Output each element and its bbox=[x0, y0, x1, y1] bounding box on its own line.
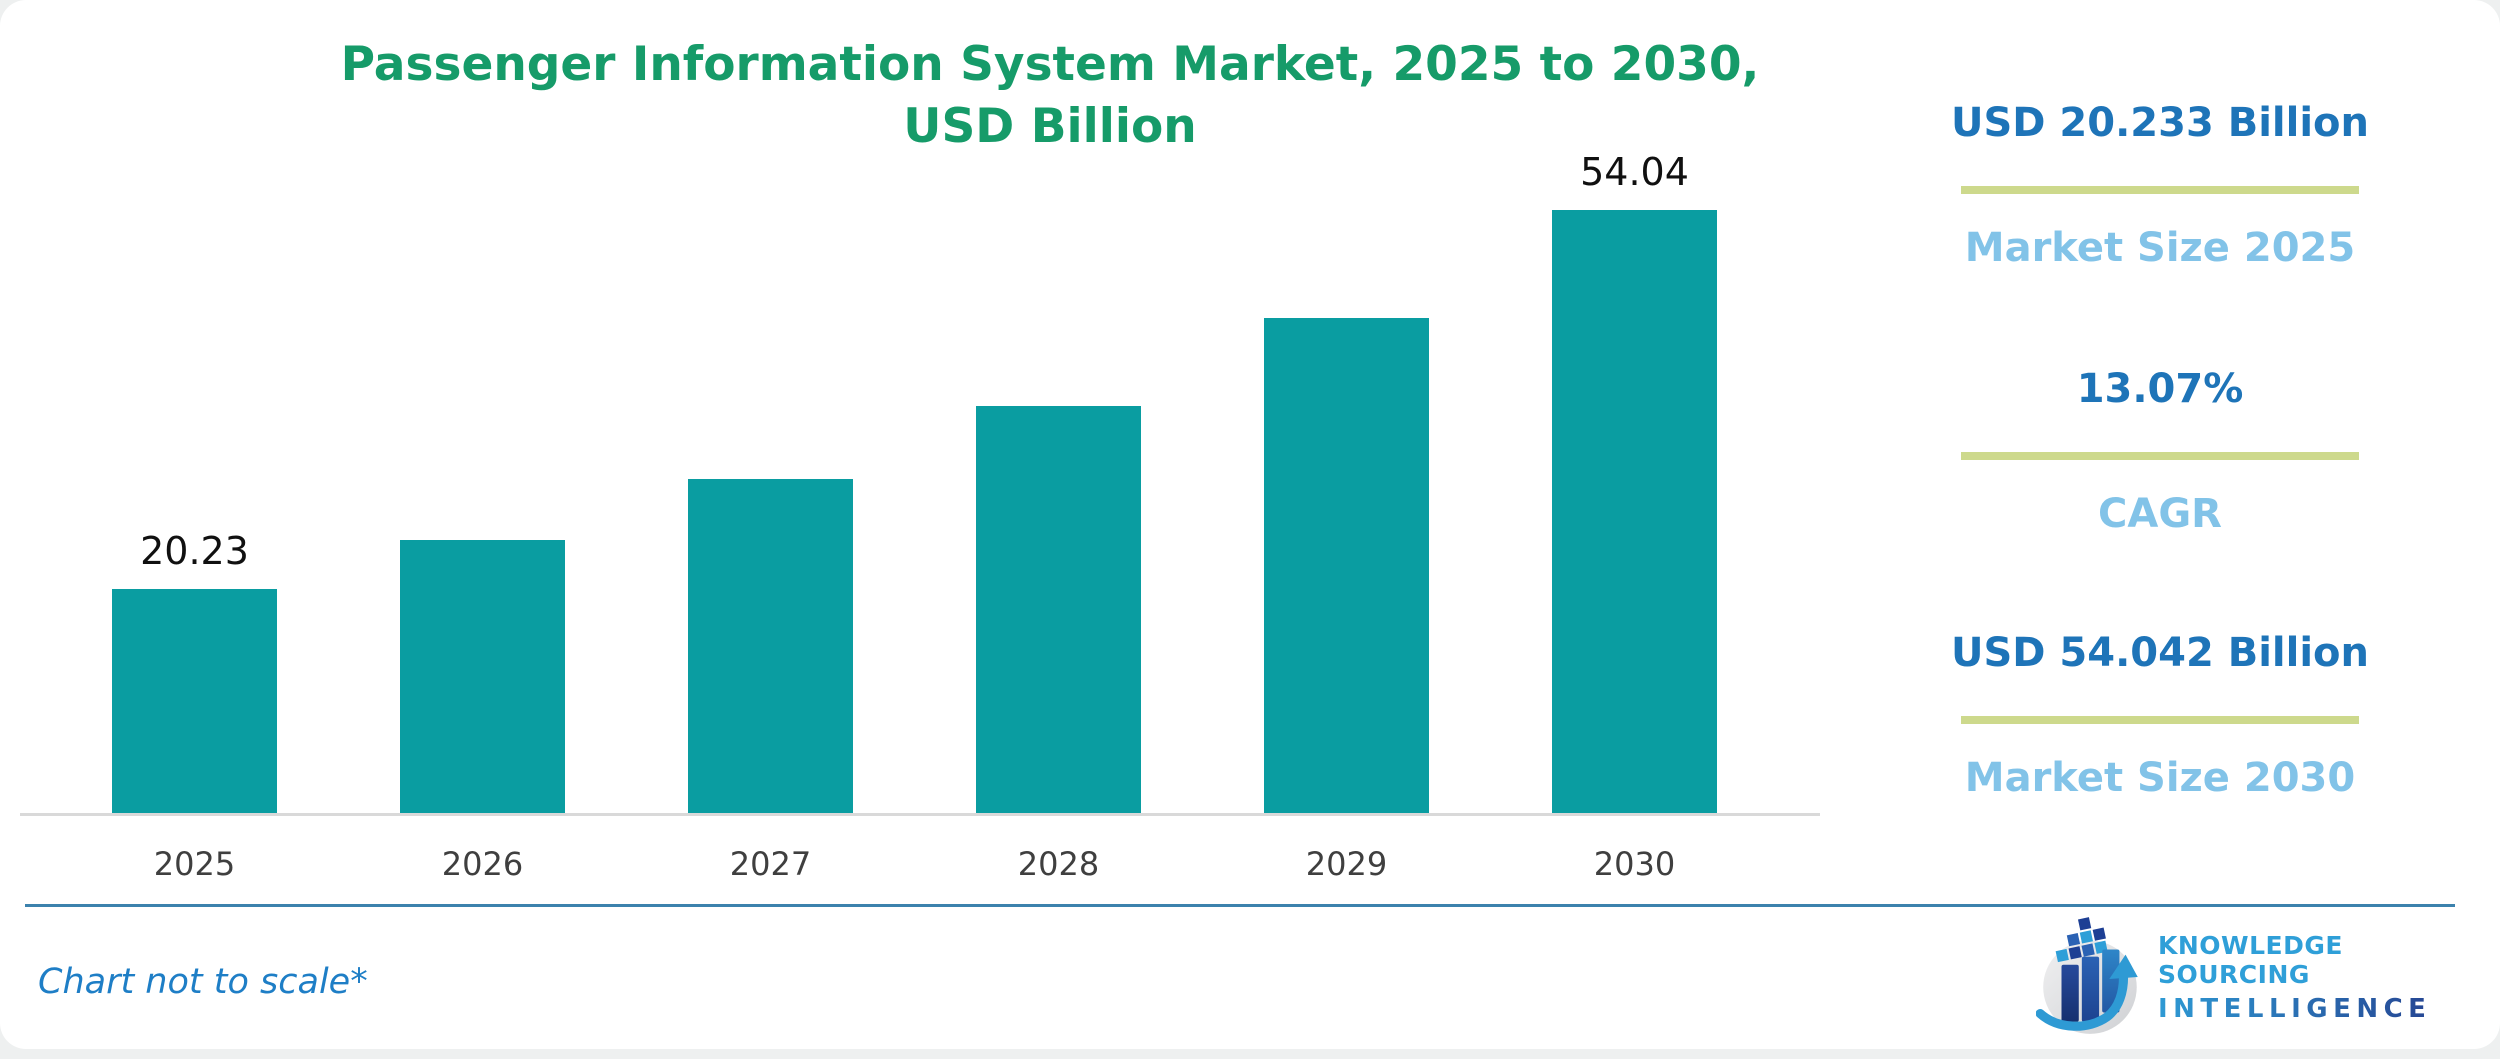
stat-market-size-2030: USD 54.042 Billion Market Size 2030 bbox=[1930, 626, 2390, 804]
logo-line-2: INTELLIGENCE bbox=[2158, 994, 2500, 1024]
x-tick-2025: 2025 bbox=[153, 845, 236, 883]
stat-divider bbox=[1961, 452, 2359, 460]
bar-value-label-2025: 20.23 bbox=[140, 529, 249, 573]
chart-plot: 20.23 54.04 bbox=[30, 0, 1820, 815]
stat-divider bbox=[1961, 716, 2359, 724]
chart-title-line-2: USD Billion bbox=[903, 99, 1197, 154]
chart-footnote: Chart not to scale* bbox=[38, 962, 368, 1002]
x-tick-2026: 2026 bbox=[441, 845, 524, 883]
x-tick-2029: 2029 bbox=[1305, 845, 1388, 883]
stat-market-size-2025: USD 20.233 Billion Market Size 2025 bbox=[1930, 96, 2390, 274]
bar-2026 bbox=[400, 540, 565, 815]
logo-line-1: KNOWLEDGE SOURCING bbox=[2158, 930, 2343, 989]
stat-label: Market Size 2030 bbox=[1964, 755, 2356, 801]
bar-2025 bbox=[112, 589, 277, 815]
x-tick-2027: 2027 bbox=[729, 845, 812, 883]
bar-2028 bbox=[976, 406, 1141, 815]
x-axis-line bbox=[20, 813, 1820, 816]
divider-line bbox=[25, 904, 2455, 907]
stat-value: USD 20.233 Billion bbox=[1951, 100, 2369, 146]
chart-title-line-1: Passenger Information System Market, 202… bbox=[340, 37, 1760, 92]
stat-value: 13.07% bbox=[2076, 366, 2244, 412]
stat-divider bbox=[1961, 186, 2359, 194]
stats-panel: USD 20.233 Billion Market Size 2025 13.0… bbox=[1930, 0, 2390, 860]
stat-value: USD 54.042 Billion bbox=[1951, 630, 2369, 676]
x-tick-2030: 2030 bbox=[1593, 845, 1676, 883]
logo-text: KNOWLEDGE SOURCING INTELLIGENCE bbox=[2158, 931, 2500, 1024]
x-axis-labels: 2025 2026 2027 2028 2029 2030 bbox=[30, 845, 1820, 890]
logo-icon bbox=[2036, 917, 2138, 1034]
x-tick-2028: 2028 bbox=[1017, 845, 1100, 883]
brand-logo: KNOWLEDGE SOURCING INTELLIGENCE bbox=[2036, 916, 2500, 1038]
stat-label: CAGR bbox=[2098, 491, 2222, 537]
bar-2030 bbox=[1552, 210, 1717, 815]
bar-value-label-2030: 54.04 bbox=[1580, 150, 1689, 194]
stat-label: Market Size 2025 bbox=[1964, 225, 2356, 271]
stat-cagr: 13.07% CAGR bbox=[1930, 362, 2390, 540]
bar-2029 bbox=[1264, 318, 1429, 815]
chart-title: Passenger Information System Market, 202… bbox=[75, 34, 2025, 158]
bar-2027 bbox=[688, 479, 853, 815]
